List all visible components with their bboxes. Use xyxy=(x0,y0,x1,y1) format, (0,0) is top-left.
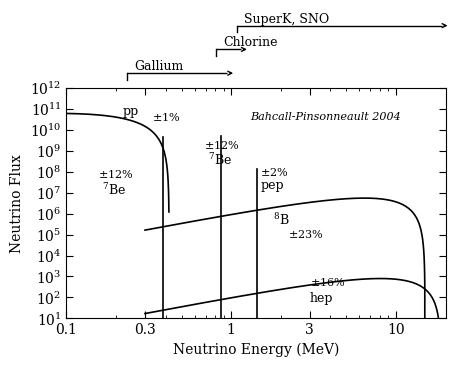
Text: $^8$B: $^8$B xyxy=(273,212,290,228)
Text: Gallium: Gallium xyxy=(134,60,183,73)
Text: pep: pep xyxy=(260,179,284,192)
Text: $^7$Be: $^7$Be xyxy=(208,153,232,168)
Text: $\pm$23%: $\pm$23% xyxy=(288,228,323,240)
Text: $\pm$16%: $\pm$16% xyxy=(310,276,345,288)
Text: Chlorine: Chlorine xyxy=(224,37,278,49)
X-axis label: Neutrino Energy (MeV): Neutrino Energy (MeV) xyxy=(173,343,339,357)
Text: $\pm$12%: $\pm$12% xyxy=(98,168,133,180)
Text: $\pm$12%: $\pm$12% xyxy=(203,139,239,151)
Text: Bahcall-Pinsonneault 2004: Bahcall-Pinsonneault 2004 xyxy=(250,112,401,122)
Y-axis label: Neutrino Flux: Neutrino Flux xyxy=(10,154,25,253)
Text: $\pm$1%: $\pm$1% xyxy=(152,111,180,123)
Text: pp: pp xyxy=(123,105,139,118)
Text: hep: hep xyxy=(310,292,333,305)
Text: $^7$Be: $^7$Be xyxy=(102,182,126,198)
Text: $\pm$2%: $\pm$2% xyxy=(260,166,289,178)
Text: SuperK, SNO: SuperK, SNO xyxy=(244,13,329,26)
